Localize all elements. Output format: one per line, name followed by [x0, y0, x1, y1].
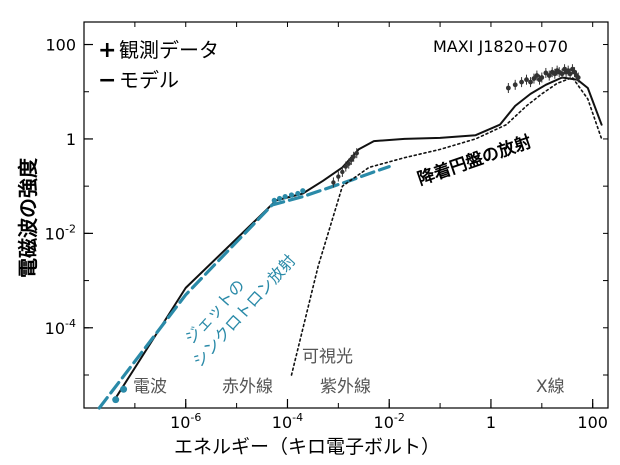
- ticks-layer: 10-6 10-4 10-2 1 100 100 1 10-2 10-4: [45, 36, 608, 432]
- band-label-ultraviolet: 紫外線: [320, 377, 371, 397]
- y-axis-label: 電磁波の強度: [16, 157, 40, 278]
- x-tick-label: 100: [577, 413, 608, 432]
- legend-symbol-model: −: [98, 68, 116, 93]
- observation-point-ir_opt: [282, 194, 288, 200]
- y-tick-label: 100: [45, 36, 76, 55]
- observation-point-ir_opt: [288, 192, 295, 198]
- x-tick-label: 1: [486, 413, 496, 432]
- band-label-xray: X線: [536, 377, 565, 397]
- observation-point-ir_opt: [300, 188, 306, 194]
- x-tick-label: 10-4: [272, 411, 303, 432]
- y-tick-label: 10-4: [45, 317, 76, 338]
- plot-frame: [83, 21, 609, 409]
- band-label-radio: 電波: [133, 377, 167, 397]
- observation-point-radio: [112, 396, 120, 404]
- observation-point-ir_opt: [271, 197, 277, 203]
- y-tick-label: 1: [66, 130, 76, 149]
- band-label-visible: 可視光: [302, 347, 353, 367]
- series-line-dashed: [97, 165, 391, 410]
- observation-point-ir_opt: [276, 195, 283, 202]
- observations-layer: [112, 64, 581, 404]
- source-label: MAXI J1820+070: [433, 37, 568, 56]
- y-tick-label: 10-2: [45, 222, 76, 243]
- x-tick-label: 10-2: [374, 411, 405, 432]
- observation-point-radio: [120, 385, 128, 393]
- legend-label-model: モデル: [119, 68, 179, 92]
- x-axis-label: エネルギー（キロ電子ボルト）: [174, 436, 440, 458]
- x-tick-label: 10-6: [170, 411, 201, 432]
- observation-point-ir_opt: [295, 190, 301, 197]
- band-label-infrared: 赤外線: [222, 377, 273, 397]
- legend-symbol-observed: +: [98, 38, 116, 63]
- legend-label-observed: 観測データ: [119, 38, 219, 62]
